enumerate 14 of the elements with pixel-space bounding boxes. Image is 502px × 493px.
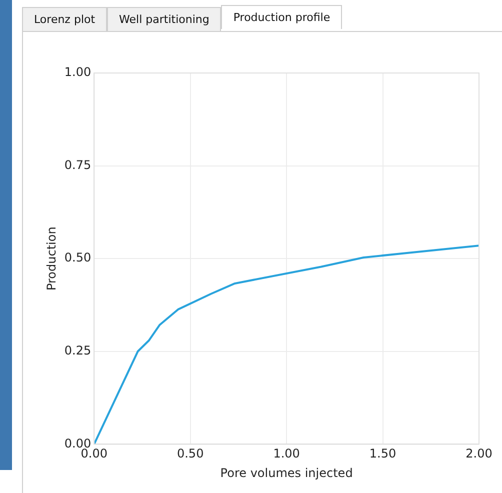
text: Lorenz plot [22,7,108,31]
x-tick-label: 2.00 [466,446,492,461]
x-tick-label: 1.00 [273,446,300,461]
x-tick-label: 1.50 [369,446,396,461]
text: Production profile [221,5,342,29]
y-tick-label: 0.25 [64,344,92,358]
y-tick-label: 0.50 [64,250,92,265]
x-tick-label: 0.00 [80,446,108,461]
y-tick-label: 1.00 [64,65,92,80]
x-tick-label: 0.50 [176,446,204,461]
y-tick-label: 0.75 [64,158,92,172]
text: Well partitioning [107,7,222,31]
x-axis-title: Pore volumes injected [220,466,353,480]
y-axis-title: Production [44,226,58,291]
